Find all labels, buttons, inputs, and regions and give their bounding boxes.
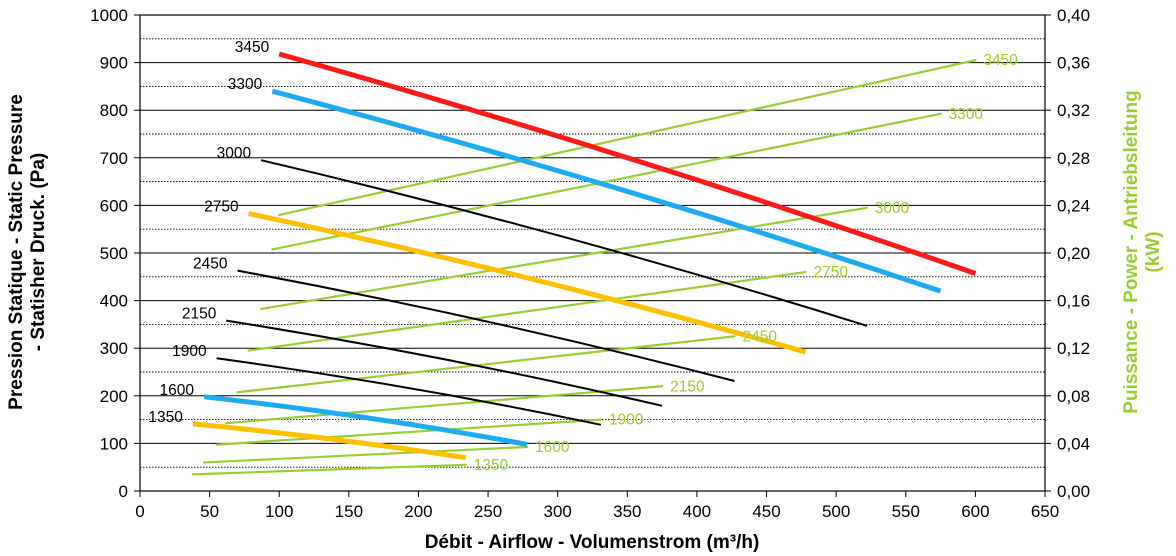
gridlines [140, 38, 1045, 468]
pressure-curve-3450 [278, 51, 977, 276]
x-tick-label: 400 [683, 502, 711, 521]
y-axis-title-line1: Pression Statique - Static Pressure [6, 94, 27, 410]
y-tick-label: 900 [100, 54, 128, 73]
power-curve-3000 [260, 206, 868, 311]
y-tick-label: 400 [100, 292, 128, 311]
y-tick-label: 300 [100, 339, 128, 358]
x-tick-label: 500 [822, 502, 850, 521]
y-tick-label: 0 [119, 482, 128, 501]
power-curve-1600 [202, 445, 529, 464]
power-curve-2750 [247, 270, 807, 352]
power-label-3300: 3300 [949, 106, 984, 123]
pressure-curve-1600 [203, 394, 528, 447]
pressure-label-1600: 1600 [160, 382, 195, 399]
x-tick-label: 650 [1031, 502, 1059, 521]
y-tick-label: 800 [100, 101, 128, 120]
power-curve-3450 [278, 59, 977, 217]
power-curve-1350 [191, 463, 467, 476]
power-label-1600: 1600 [535, 439, 570, 456]
pressure-label-3300: 3300 [228, 76, 263, 93]
x-tick-label: 50 [200, 502, 219, 521]
pressure-label-3450: 3450 [235, 39, 270, 56]
x-tick-label: 450 [752, 502, 780, 521]
y-tick-label: 600 [100, 196, 128, 215]
y2-tick-label: 0,12 [1057, 339, 1090, 358]
pressure-curve-2750 [248, 211, 807, 355]
y-tick-label: 500 [100, 244, 128, 263]
y2-axis-title-line1: Puissance - Power - Antriebsleitung [1121, 90, 1142, 413]
power-curve-3300 [271, 112, 942, 251]
pressure-label-2750: 2750 [204, 198, 239, 215]
y2-tick-label: 0,00 [1057, 482, 1090, 501]
pressure-label-1350: 1350 [148, 409, 183, 426]
y-tick-label: 200 [100, 387, 128, 406]
y2-tick-label: 0,08 [1057, 387, 1090, 406]
y2-tick-label: 0,16 [1057, 292, 1090, 311]
curve-labels: 3450 3300 3000 2750 2450 2150 1900 1600 1350 3450… [148, 39, 1018, 474]
power-curve-2450 [236, 335, 736, 394]
power-label-2750: 2750 [814, 264, 849, 281]
power-label-2150: 2150 [670, 378, 705, 395]
y2-tick-label: 0,32 [1057, 101, 1090, 120]
x-tick-label: 350 [613, 502, 641, 521]
y-axis-title-line2: - Statisher Druck. (Pa) [28, 153, 49, 352]
y-tick-label: 700 [100, 149, 128, 168]
pressure-label-1900: 1900 [172, 343, 207, 360]
x-tick-label: 200 [404, 502, 432, 521]
power-label-1900: 1900 [609, 412, 644, 429]
power-label-3000: 3000 [875, 200, 910, 217]
pressure-curve-1350 [192, 421, 467, 461]
y2-tick-label: 0,28 [1057, 149, 1090, 168]
pressure-curve-3000 [260, 159, 868, 327]
y2-tick-label: 0,04 [1057, 434, 1090, 453]
pressure-label-3000: 3000 [217, 145, 252, 162]
x-tick-label: 250 [474, 502, 502, 521]
pressure-label-2450: 2450 [193, 256, 228, 273]
y-tick-label: 1000 [90, 6, 128, 25]
y2-tick-label: 0,24 [1057, 196, 1090, 215]
x-axis-title: Débit - Airflow - Volumenstrom (m³/h) [425, 532, 760, 553]
y-tick-label: 100 [100, 434, 128, 453]
x-tick-label: 0 [135, 502, 144, 521]
power-label-1350: 1350 [474, 457, 509, 474]
tick-labels: 0 50 100 150 200 250 300 350 400 450 500 550 600 6500… [90, 6, 1090, 521]
pressure-curve-1900 [216, 357, 602, 426]
y2-axis-title-line2: (kW) [1143, 231, 1164, 272]
x-tick-label: 150 [335, 502, 363, 521]
pressure-label-2150: 2150 [182, 306, 217, 323]
x-tick-label: 600 [961, 502, 989, 521]
y2-tick-label: 0,40 [1057, 6, 1090, 25]
plot-frame [134, 14, 1051, 497]
power-curve-1900 [215, 418, 602, 446]
pressure-curve-2450 [237, 269, 735, 382]
power-label-3450: 3450 [983, 52, 1018, 69]
power-label-2450: 2450 [743, 328, 778, 345]
pressure-curve-3300 [271, 88, 942, 294]
x-tick-label: 550 [892, 502, 920, 521]
y2-tick-label: 0,20 [1057, 244, 1090, 263]
y2-tick-label: 0,36 [1057, 54, 1090, 73]
x-tick-label: 300 [544, 502, 572, 521]
curves-layer [191, 51, 977, 476]
pressure-curve-2150 [226, 319, 663, 407]
power-curve-2150 [225, 385, 664, 425]
x-tick-label: 100 [265, 502, 293, 521]
